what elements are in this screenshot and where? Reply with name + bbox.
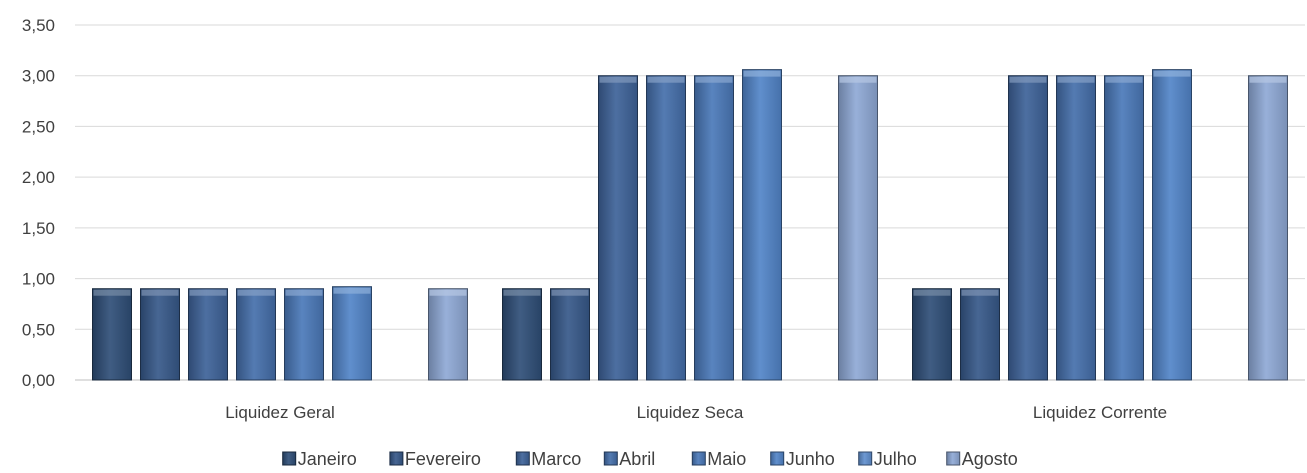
legend-label: Agosto <box>962 449 1018 469</box>
legend-label: Julho <box>874 449 917 469</box>
legend: Janeiro Fevereiro Marco Abril Maio Junho Julho… <box>282 449 1018 469</box>
legend-item: Abril <box>603 449 655 469</box>
bar <box>1008 75 1048 381</box>
legend-item: Fevereiro <box>389 449 481 469</box>
y-tick-label: 3,50 <box>22 16 55 35</box>
bar-bevel <box>189 289 227 296</box>
legend-label: Janeiro <box>298 449 357 469</box>
bars <box>92 69 1288 381</box>
legend-swatch <box>515 451 530 466</box>
bar <box>1056 75 1096 381</box>
legend-swatch <box>770 451 785 466</box>
bar-bevel <box>503 289 541 296</box>
bar-bevel <box>695 76 733 83</box>
legend-item: Agosto <box>946 449 1018 469</box>
legend-label: Marco <box>531 449 581 469</box>
bar <box>92 288 132 381</box>
bar <box>550 288 590 381</box>
gridlines <box>75 24 1305 381</box>
bar-bevel <box>913 289 951 296</box>
bar <box>1104 75 1144 381</box>
bar <box>598 75 638 381</box>
legend-swatch <box>282 451 297 466</box>
bar <box>428 288 468 381</box>
bar-bevel <box>237 289 275 296</box>
legend-label: Abril <box>619 449 655 469</box>
legend-item: Julho <box>858 449 917 469</box>
y-tick-label: 2,50 <box>22 117 55 136</box>
bar-bevel <box>1153 70 1191 77</box>
bar-bevel <box>333 287 371 294</box>
legend-swatch <box>946 451 961 466</box>
bar-bevel <box>1105 76 1143 83</box>
bar-bevel <box>93 289 131 296</box>
bar <box>140 288 180 381</box>
bar <box>960 288 1000 381</box>
bar-bevel <box>599 76 637 83</box>
legend-item: Maio <box>691 449 746 469</box>
legend-swatch <box>858 451 873 466</box>
legend-swatch <box>389 451 404 466</box>
y-tick-label: 2,00 <box>22 168 55 187</box>
bar <box>332 286 372 381</box>
bar-bevel <box>961 289 999 296</box>
bar-bevel <box>551 289 589 296</box>
bar-bevel <box>1057 76 1095 83</box>
y-tick-label: 1,50 <box>22 219 55 238</box>
y-tick-label: 0,00 <box>22 371 55 390</box>
bar-bevel <box>285 289 323 296</box>
bar-bevel <box>743 70 781 77</box>
bar <box>1248 75 1288 381</box>
x-category-label: Liquidez Geral <box>225 403 335 422</box>
legend-swatch <box>691 451 706 466</box>
y-tick-label: 1,00 <box>22 270 55 289</box>
y-tick-label: 3,00 <box>22 67 55 86</box>
legend-label: Maio <box>707 449 746 469</box>
legend-item: Marco <box>515 449 581 469</box>
legend-item: Janeiro <box>282 449 357 469</box>
bar <box>284 288 324 381</box>
y-tick-label: 0,50 <box>22 320 55 339</box>
x-category-label: Liquidez Corrente <box>1033 403 1167 422</box>
bar <box>742 69 782 381</box>
bar-bevel <box>1009 76 1047 83</box>
bar-bevel <box>839 76 877 83</box>
bar <box>694 75 734 381</box>
x-category-label: Liquidez Seca <box>637 403 744 422</box>
bar <box>188 288 228 381</box>
bar <box>838 75 878 381</box>
legend-swatch <box>603 451 618 466</box>
legend-label: Junho <box>786 449 835 469</box>
legend-item: Junho <box>770 449 835 469</box>
legend-label: Fevereiro <box>405 449 481 469</box>
bar <box>646 75 686 381</box>
bar-bevel <box>141 289 179 296</box>
bar <box>502 288 542 381</box>
bar-bevel <box>429 289 467 296</box>
y-axis-ticks: 0,00 0,50 1,00 1,50 2,00 2,50 3,00 3,50 <box>22 16 55 390</box>
bar <box>912 288 952 381</box>
bar <box>1152 69 1192 381</box>
bar-bevel <box>1249 76 1287 83</box>
x-axis-categories: Liquidez Geral Liquidez Seca Liquidez Corr… <box>225 403 1167 422</box>
bar <box>236 288 276 381</box>
bar-bevel <box>647 76 685 83</box>
